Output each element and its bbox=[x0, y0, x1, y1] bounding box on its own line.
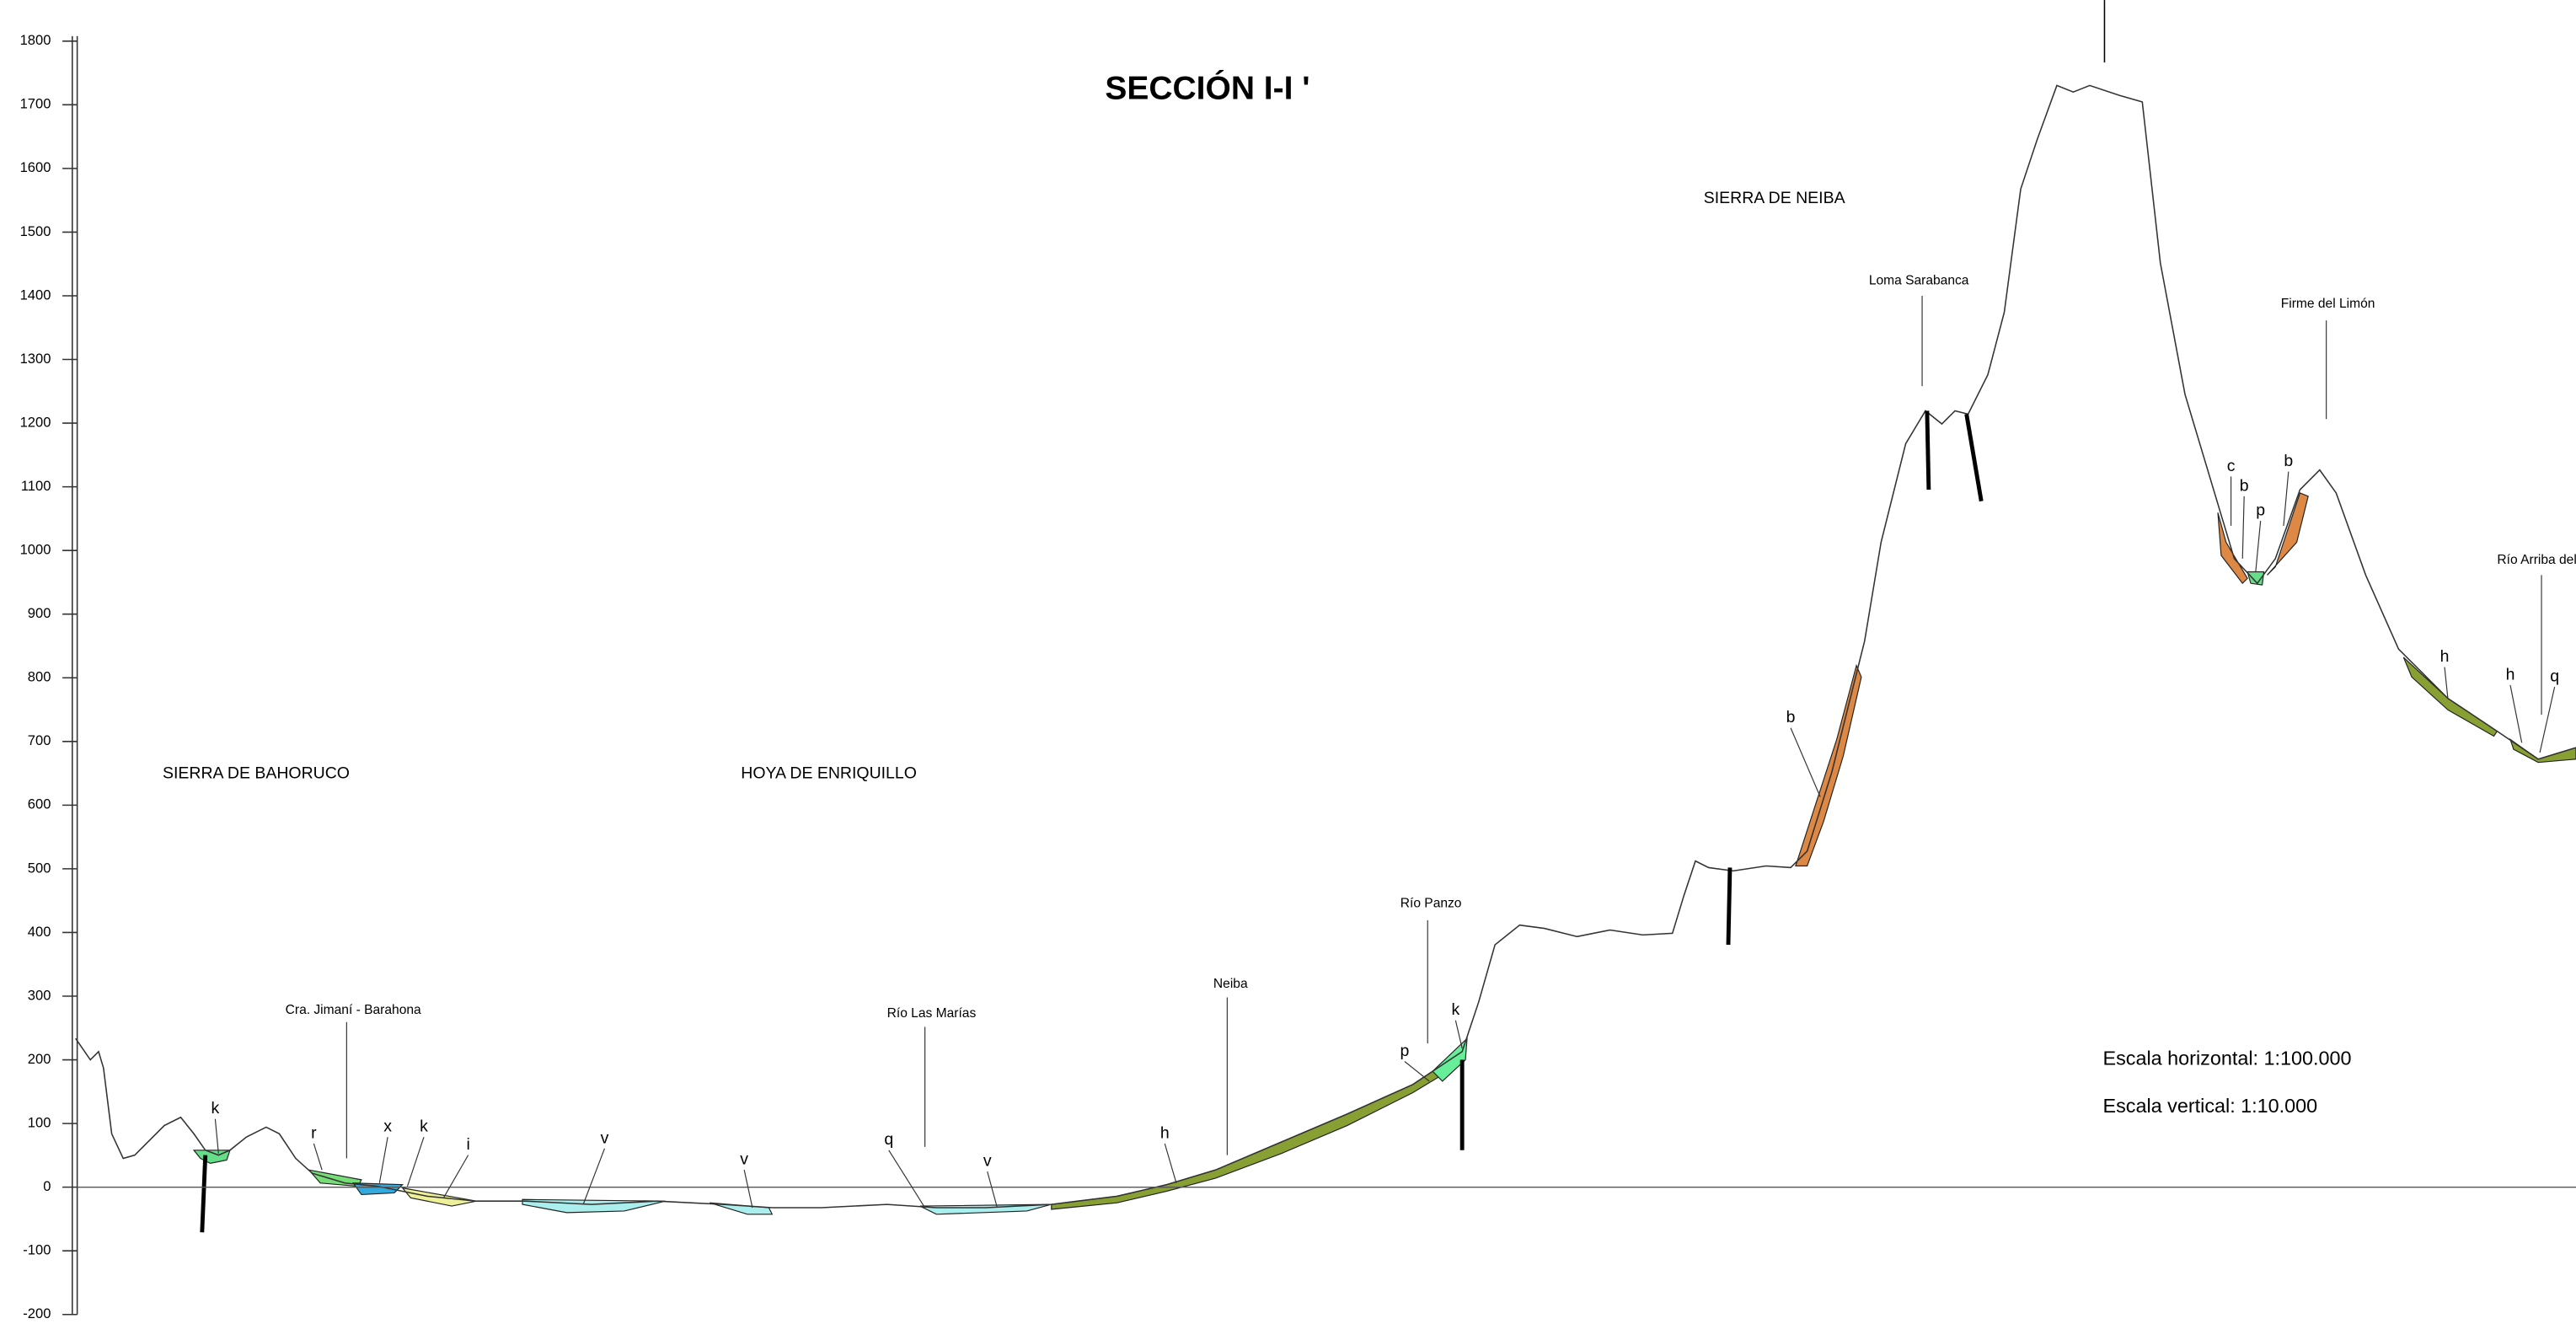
leader-line bbox=[2509, 684, 2523, 743]
region-label: HOYA DE ENRIQUILLO bbox=[741, 764, 917, 782]
tick-label: 0 bbox=[43, 1178, 51, 1194]
tick-label: 1700 bbox=[20, 96, 51, 112]
leader-line bbox=[406, 1136, 425, 1187]
unit-label: b bbox=[2284, 452, 2293, 470]
place-label: Cra. Jimaní - Barahona bbox=[286, 1003, 421, 1017]
leader-line bbox=[1454, 1020, 1463, 1049]
leader-line bbox=[743, 1170, 753, 1209]
leader-line bbox=[442, 1155, 469, 1198]
leader-line bbox=[378, 1137, 388, 1183]
fault bbox=[200, 1155, 208, 1233]
leader-line bbox=[2444, 667, 2449, 699]
tick-label: 200 bbox=[28, 1051, 51, 1067]
leader-line bbox=[313, 1143, 323, 1171]
unit-label: k bbox=[420, 1118, 428, 1136]
tick-label: 1000 bbox=[20, 542, 51, 558]
unit-label: b bbox=[2240, 476, 2249, 495]
unit-x bbox=[352, 1182, 404, 1196]
tick-label: 300 bbox=[28, 987, 51, 1003]
leader-line bbox=[987, 1171, 998, 1209]
unit-label: k bbox=[1451, 1000, 1459, 1019]
place-label: Río Arriba del bbox=[2497, 553, 2576, 567]
unit-label: q bbox=[2550, 667, 2559, 685]
tick-label: 800 bbox=[28, 669, 51, 685]
tick-label: 100 bbox=[28, 1114, 51, 1130]
leader-line bbox=[1404, 1061, 1430, 1082]
terrain-profile bbox=[75, 84, 2576, 1209]
tick-label: 900 bbox=[28, 605, 51, 621]
unit-label: h bbox=[2440, 647, 2450, 666]
unit-label: c bbox=[2227, 457, 2236, 475]
region-label: SIERRA DE NEIBA bbox=[1704, 189, 1845, 207]
scale-note: Escala horizontal: 1:100.000 bbox=[2103, 1048, 2352, 1069]
place-label: Firme del Limón bbox=[2281, 297, 2375, 311]
unit-label: v bbox=[740, 1150, 748, 1169]
leader-line bbox=[2539, 686, 2556, 753]
title: SECCIÓN I-I ' bbox=[1105, 70, 1309, 107]
tick-label: -100 bbox=[23, 1242, 51, 1258]
unit-label: k bbox=[212, 1099, 220, 1118]
unit-label: x bbox=[383, 1118, 392, 1136]
unit-label: h bbox=[2506, 665, 2515, 683]
unit-c bbox=[2217, 512, 2248, 585]
scale-note: Escala vertical: 1:10.000 bbox=[2103, 1095, 2318, 1117]
fault bbox=[1964, 413, 1984, 502]
leader-line bbox=[888, 1150, 926, 1209]
unit-label: b bbox=[1786, 708, 1796, 726]
place-label: Loma Sarabanca bbox=[1869, 274, 1969, 288]
fault bbox=[1726, 867, 1733, 946]
tick-label: 400 bbox=[28, 924, 51, 940]
unit-h bbox=[1051, 1050, 1464, 1210]
place-label: Río Las Marías bbox=[887, 1006, 977, 1021]
leader-line bbox=[2241, 496, 2245, 559]
unit-h bbox=[2402, 657, 2498, 737]
tick-label: 1100 bbox=[21, 478, 51, 494]
unit-label: p bbox=[1400, 1042, 1410, 1060]
unit-b bbox=[2267, 492, 2309, 576]
unit-label: q bbox=[884, 1130, 893, 1149]
tick-label: 600 bbox=[28, 796, 51, 812]
tick-label: -200 bbox=[23, 1305, 51, 1321]
unit-p bbox=[2247, 571, 2265, 586]
tick-label: 1300 bbox=[20, 351, 51, 367]
leader-line bbox=[214, 1118, 219, 1154]
unit-label: h bbox=[1160, 1123, 1170, 1142]
unit-label: i bbox=[466, 1135, 469, 1154]
tick-label: 700 bbox=[28, 732, 51, 748]
region-label: SIERRA DE BAHORUCO bbox=[163, 764, 350, 782]
faults bbox=[200, 0, 2106, 1233]
unit-b bbox=[1795, 663, 1862, 867]
place-label: Río Panzo bbox=[1400, 896, 1462, 910]
unit-v bbox=[919, 1203, 1052, 1215]
tick-label: 1200 bbox=[20, 414, 51, 430]
unit-label: r bbox=[311, 1123, 317, 1142]
unit-label: v bbox=[983, 1152, 992, 1171]
place-label: Neiba bbox=[1213, 977, 1248, 991]
leader-line bbox=[2255, 521, 2262, 572]
leader-line bbox=[582, 1148, 606, 1205]
leader-line bbox=[2283, 471, 2289, 526]
tick-label: 1500 bbox=[20, 223, 51, 239]
unit-label: p bbox=[2256, 501, 2265, 520]
tick-label: 1400 bbox=[20, 287, 51, 303]
fault bbox=[1925, 410, 1931, 490]
tick-label: 1800 bbox=[20, 32, 51, 48]
leader-line bbox=[1790, 727, 1821, 797]
unit-label: v bbox=[601, 1128, 609, 1147]
tick-label: 1600 bbox=[20, 159, 51, 175]
tick-label: 500 bbox=[28, 860, 51, 876]
leader-line bbox=[1164, 1143, 1177, 1183]
